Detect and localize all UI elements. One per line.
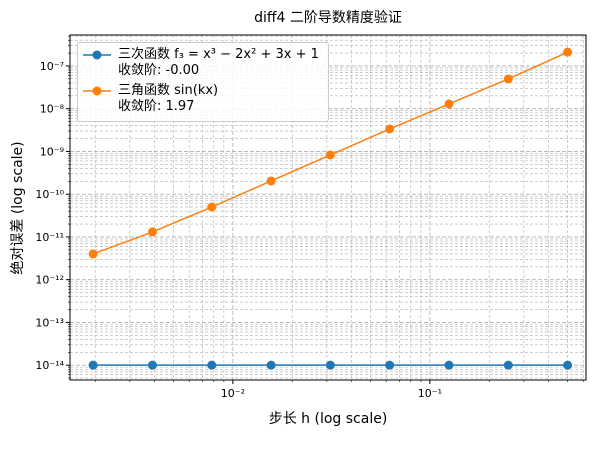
- legend-label: 三角函数 sin(kx) 收敛阶: 1.97: [118, 83, 219, 114]
- legend: 三次函数 f₃ = x³ − 2x² + 3x + 1 收敛阶: -0.00 三角…: [77, 42, 329, 122]
- point: [147, 360, 157, 370]
- y-tick-label: 10⁻¹²: [35, 274, 64, 287]
- point: [88, 360, 98, 370]
- y-tick-label: 10⁻¹⁴: [35, 359, 64, 372]
- y-tick-label: 10⁻⁹: [40, 145, 64, 158]
- plot-frame: [69, 34, 587, 381]
- point: [563, 360, 573, 370]
- point: [444, 360, 454, 370]
- legend-label: 三次函数 f₃ = x³ − 2x² + 3x + 1 收敛阶: -0.00: [118, 47, 319, 78]
- point: [207, 202, 217, 212]
- chart-title: diff4 二阶导数精度验证: [254, 10, 402, 26]
- point: [325, 150, 335, 160]
- point: [385, 124, 395, 134]
- y-tick-label: 10⁻¹¹: [35, 231, 64, 244]
- point: [385, 360, 395, 370]
- y-tick-label: 10⁻⁸: [40, 103, 65, 116]
- point: [563, 47, 573, 57]
- y-tick-label: 10⁻¹³: [35, 316, 64, 329]
- point: [266, 176, 276, 186]
- legend-marker: [83, 50, 111, 60]
- x-axis-label: 步长 h (log scale): [269, 411, 388, 427]
- x-tick-label: 10⁻²: [221, 387, 245, 400]
- point: [503, 360, 513, 370]
- point: [503, 74, 513, 84]
- y-tick-label: 10⁻¹⁰: [35, 188, 64, 201]
- point: [207, 360, 217, 370]
- x-tick-label: 10⁻¹: [418, 387, 442, 400]
- y-axis-label: 绝对误差 (log scale): [10, 141, 26, 274]
- point: [147, 227, 157, 237]
- legend-marker: [83, 86, 111, 96]
- point: [266, 360, 276, 370]
- legend-entry: 三次函数 f₃ = x³ − 2x² + 3x + 1 收敛阶: -0.00: [82, 47, 324, 79]
- point: [444, 99, 454, 109]
- point: [88, 249, 98, 259]
- point: [325, 360, 335, 370]
- y-tick-label: 10⁻⁷: [40, 60, 64, 73]
- legend-entry: 三角函数 sin(kx) 收敛阶: 1.97: [82, 83, 324, 115]
